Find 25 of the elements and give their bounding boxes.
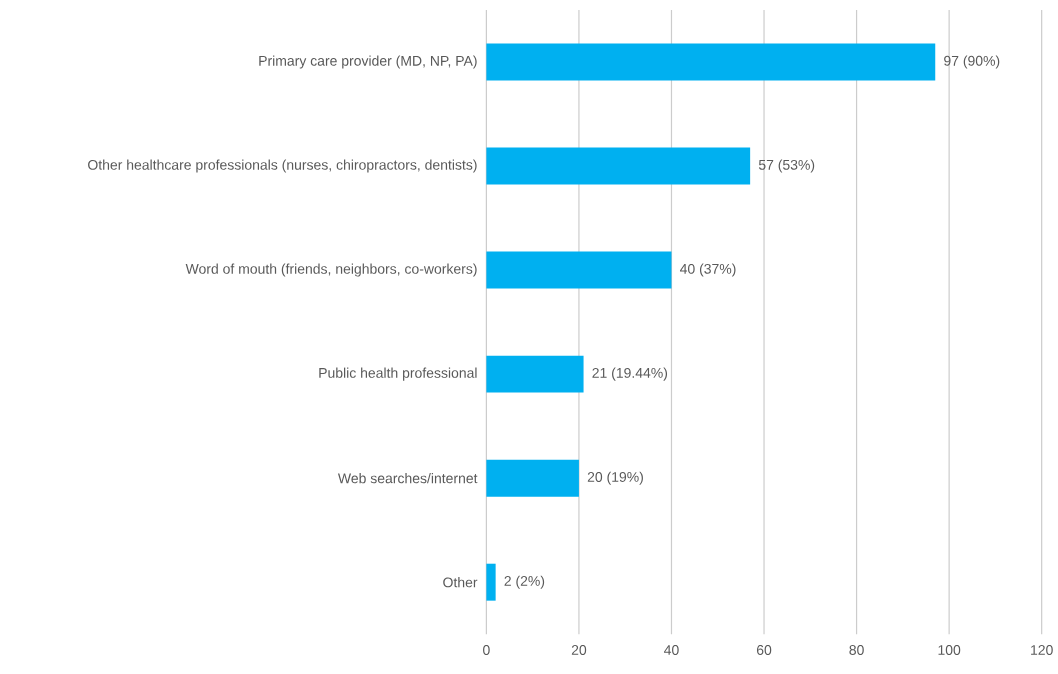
x-tick-label: 40 bbox=[664, 644, 679, 655]
x-tick-label: 80 bbox=[849, 644, 864, 655]
data-label: 40 (37%) bbox=[679, 263, 736, 277]
data-label: 97 (90%) bbox=[944, 55, 1000, 69]
bar bbox=[486, 459, 579, 497]
x-tick-label: 0 bbox=[483, 644, 490, 655]
bar bbox=[486, 43, 936, 81]
x-tick-label: 60 bbox=[756, 644, 772, 655]
x-tick-label: 20 bbox=[571, 644, 587, 655]
y-tick-label: Other bbox=[443, 576, 478, 588]
y-tick-label: Word of mouth (friends, neighbors, co-workers) bbox=[185, 263, 477, 277]
y-tick-label: Public health professional bbox=[319, 367, 477, 381]
y-tick-label: Other healthcare professionals (nurses, chiropractors, dentists) bbox=[88, 159, 477, 173]
x-tick-label: 100 bbox=[938, 644, 961, 655]
x-tick-label: 120 bbox=[1031, 644, 1053, 655]
bar bbox=[486, 563, 496, 601]
y-tick-label: Web searches/internet bbox=[337, 472, 478, 484]
bar bbox=[486, 147, 751, 185]
bar bbox=[486, 355, 584, 393]
data-label: 2 (2%) bbox=[504, 575, 545, 589]
bar bbox=[486, 251, 672, 289]
data-label: 20 (19%) bbox=[587, 471, 643, 485]
data-label: 21 (19.44%) bbox=[592, 367, 668, 381]
data-label: 57 (53%) bbox=[758, 159, 815, 173]
y-tick-label: Primary care provider (MD, NP, PA) bbox=[259, 55, 477, 69]
